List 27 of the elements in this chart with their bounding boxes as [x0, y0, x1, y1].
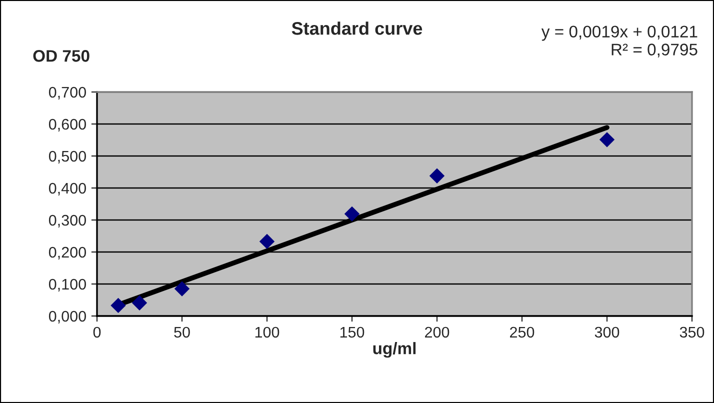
point — [429, 168, 445, 184]
x-tick-label: 150 — [340, 326, 364, 338]
x-tick-label: 50 — [174, 326, 190, 338]
y-tick-label: 0,400 — [48, 182, 86, 196]
y-tick-label: 0,200 — [48, 246, 86, 260]
x-tick-label: 100 — [255, 326, 280, 338]
y-tick-label: 0,000 — [48, 310, 86, 324]
y-axis-title: OD 750 — [33, 50, 90, 62]
y-tick-label: 0,100 — [48, 278, 86, 292]
x-axis-title: ug/ml — [373, 342, 416, 358]
point — [344, 206, 360, 222]
point — [174, 281, 190, 296]
y-tick-label: 0,700 — [48, 86, 86, 100]
y-tick-label: 0,600 — [48, 118, 86, 132]
chart-title: Standard curve — [292, 22, 422, 35]
text: y = 0,0019x + 0,0121 R² = 0,9795 — [541, 26, 698, 58]
point — [259, 234, 275, 250]
y-tick-label: 0,300 — [48, 214, 86, 228]
x-tick-label: 250 — [510, 326, 534, 338]
point — [599, 132, 615, 148]
x-tick-label: 0 — [93, 326, 101, 338]
point — [132, 295, 148, 310]
x-tick-label: 200 — [425, 326, 450, 338]
y-tick-label: 0,500 — [48, 150, 86, 164]
x-tick-label: 300 — [594, 326, 620, 338]
point — [110, 298, 126, 314]
x-tick-label: 350 — [680, 326, 704, 338]
